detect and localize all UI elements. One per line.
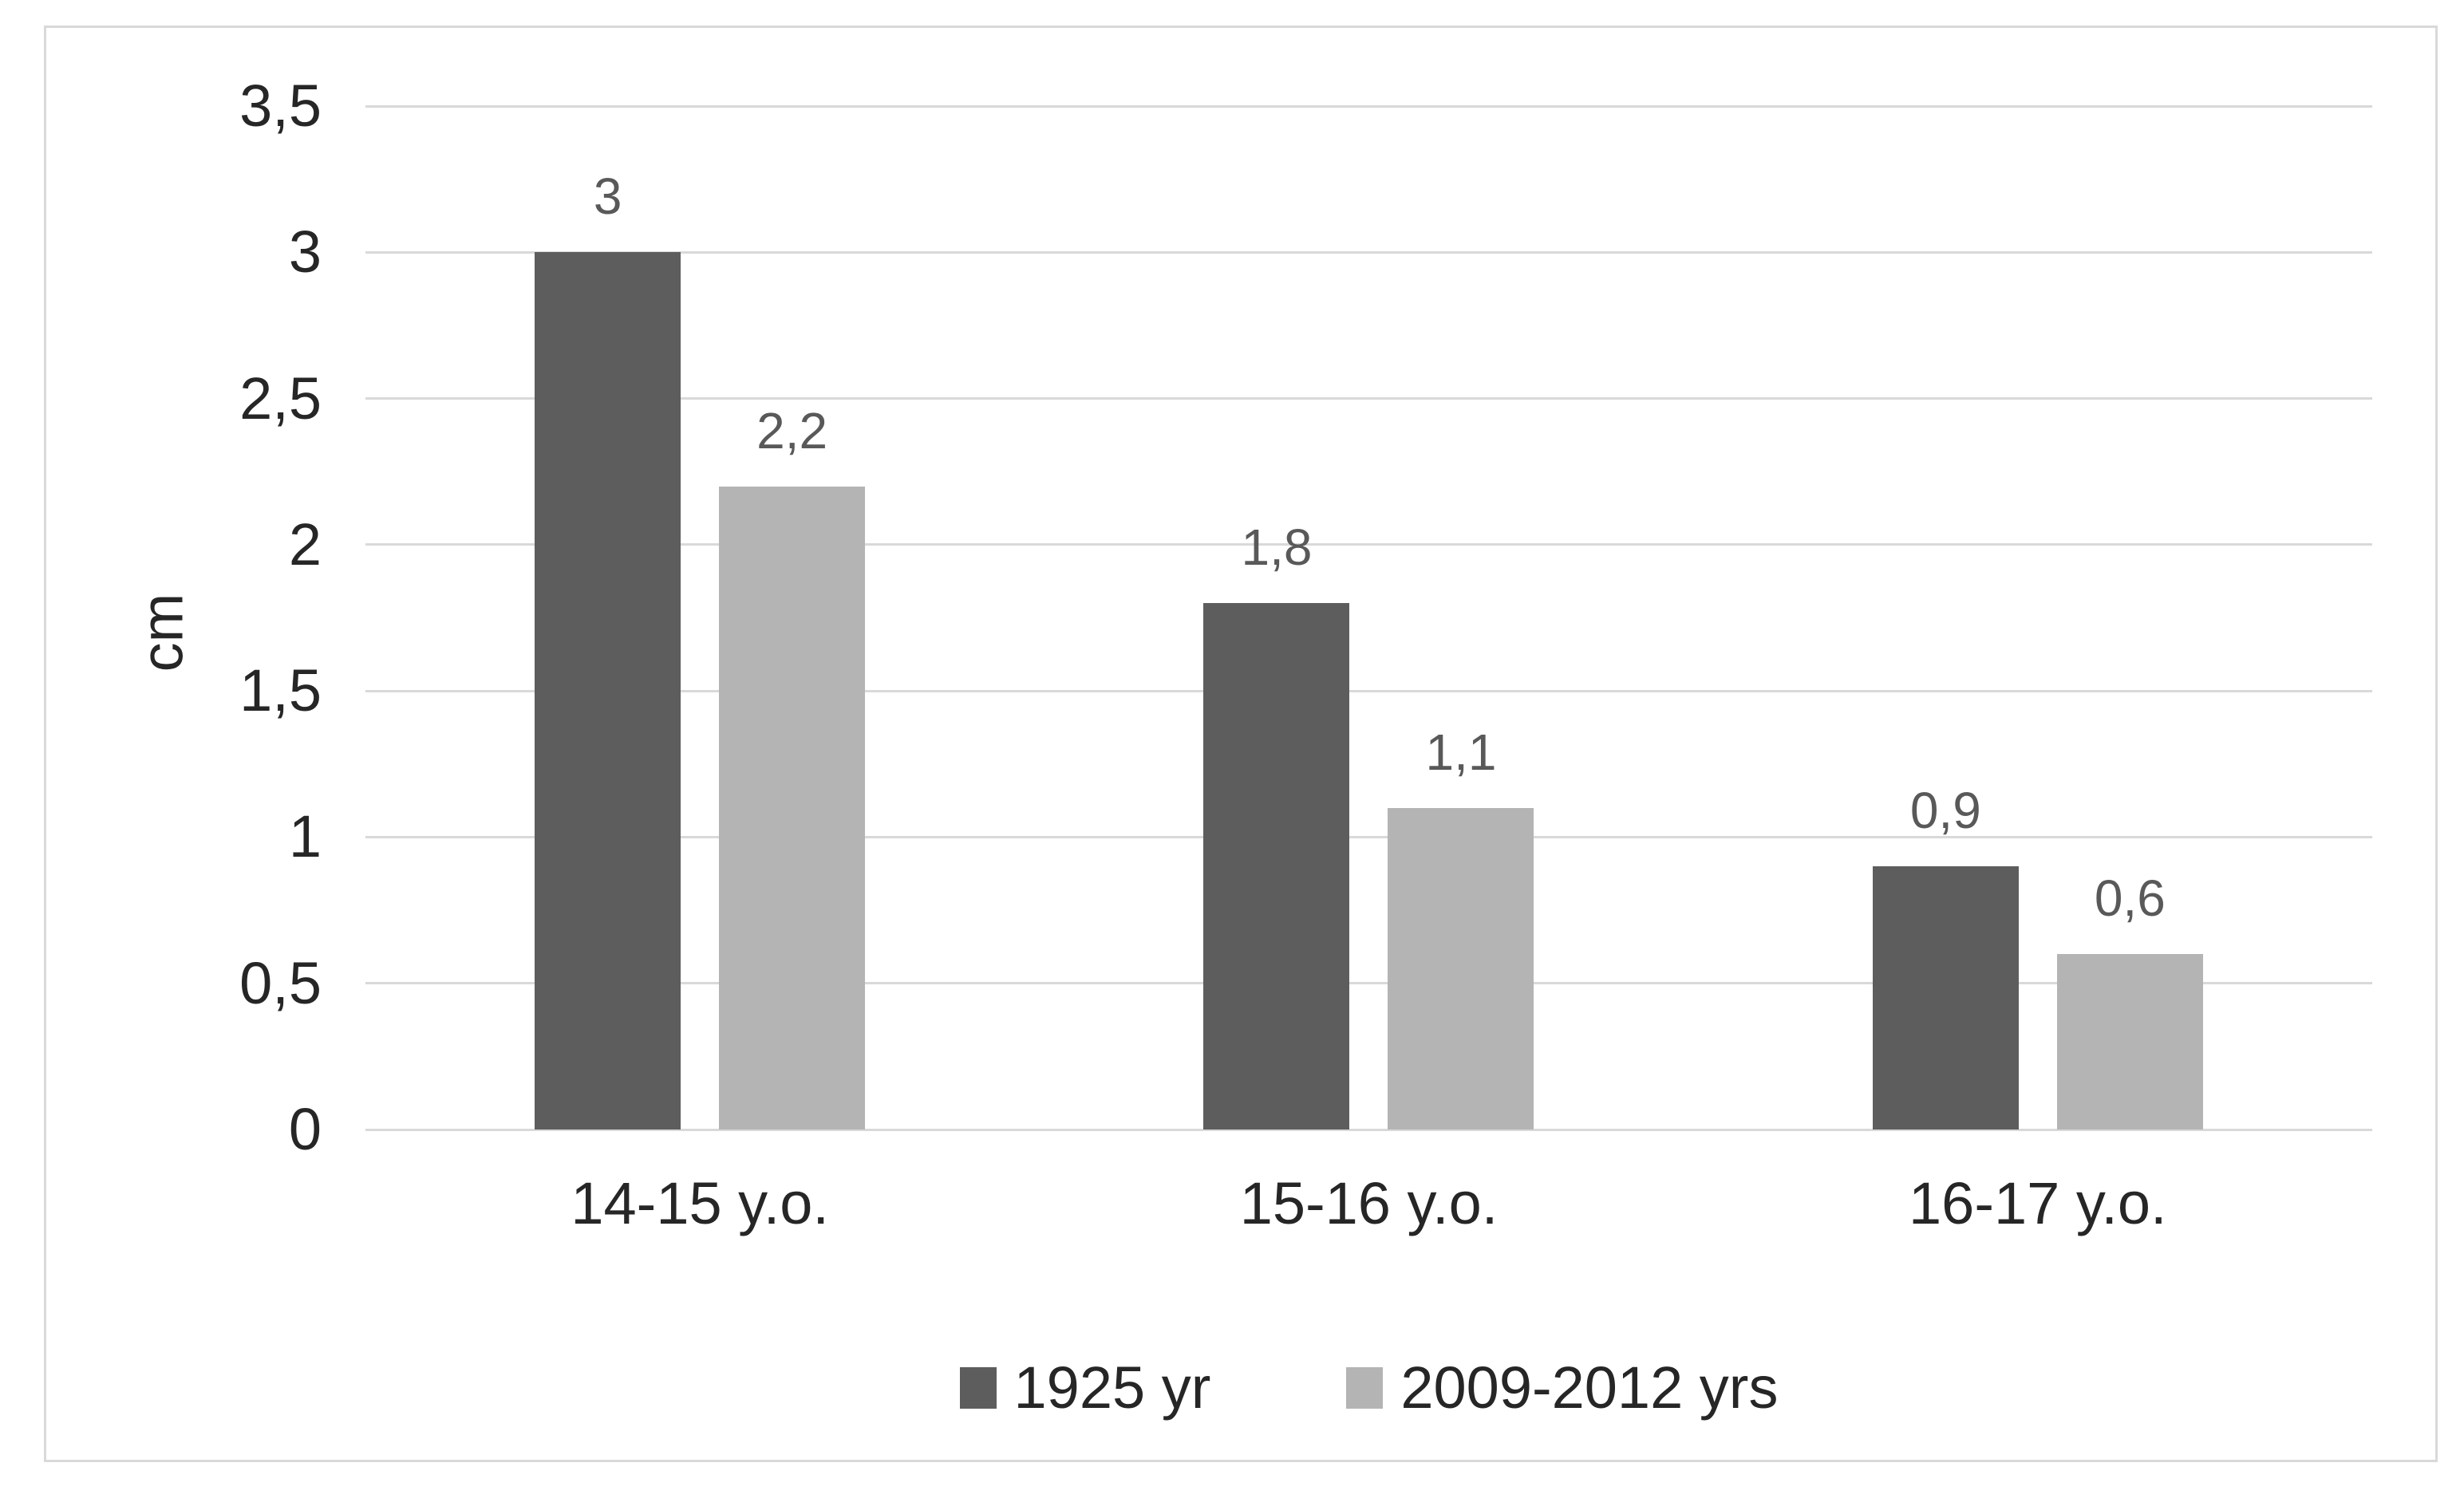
- bar-value-label: 0,6: [2094, 869, 2166, 927]
- bar-with-label: 2,2: [719, 402, 866, 1130]
- bar-1925-yr: [1203, 603, 1350, 1130]
- gridline-3: [365, 250, 2372, 254]
- x-category-label: 16-17 y.o.: [1909, 1170, 2167, 1236]
- bar-1925-yr: [535, 252, 681, 1130]
- bar-2009-2012-yrs: [2056, 954, 2203, 1130]
- legend-item-2009-2012-yrs: 2009-2012 yrs: [1346, 1358, 1778, 1417]
- bar-with-label: 1,8: [1203, 518, 1350, 1130]
- bar-with-label: 0,6: [2056, 869, 2203, 1130]
- y-tick-label: 3: [288, 219, 322, 286]
- y-tick-label: 0: [288, 1096, 322, 1162]
- bar-group-3: 0,9 0,6: [1704, 106, 2372, 1130]
- chart-frame: cm 0 0,5 1 1,5 2 2,5 3 3,5 3 2,2 1,8 1,1 0,9 0,6 14-…: [44, 26, 2438, 1462]
- legend-swatch-icon: [959, 1367, 997, 1409]
- x-axis-category-labels: 14-15 y.o. 15-16 y.o. 16-17 y.o.: [365, 1169, 2372, 1237]
- y-tick-label: 1,5: [239, 657, 322, 724]
- bar-2009-2012-yrs: [1388, 808, 1534, 1130]
- x-category-label: 14-15 y.o.: [571, 1170, 829, 1236]
- bar-value-label: 1,1: [1425, 723, 1497, 781]
- gridline-2: [365, 543, 2372, 546]
- gridline-0,5: [365, 982, 2372, 985]
- plot-area: 3 2,2 1,8 1,1 0,9 0,6: [365, 104, 2372, 1131]
- y-axis-tick-labels: 0 0,5 1 1,5 2 2,5 3 3,5: [46, 77, 322, 1159]
- gridline-2,5: [365, 397, 2372, 400]
- legend-series-label: 1925 yr: [1013, 1354, 1211, 1421]
- bar-value-label: 1,8: [1241, 518, 1313, 576]
- legend-item-1925-yr: 1925 yr: [959, 1354, 1211, 1421]
- gridline-1: [365, 835, 2372, 838]
- gridline-1,5: [365, 689, 2372, 692]
- bar-2009-2012-yrs: [719, 487, 866, 1130]
- gridline-3,5: [365, 104, 2372, 108]
- bar-with-label: 0,9: [1872, 782, 2019, 1130]
- bar-with-label: 3: [535, 171, 681, 1130]
- legend: 1925 yr 2009-2012 yrs: [365, 1358, 2372, 1417]
- y-tick-label: 2: [288, 511, 322, 578]
- y-tick-label: 3,5: [239, 73, 322, 139]
- bar-value-label: 0,9: [1909, 782, 1981, 839]
- bar-value-label: 3: [593, 168, 622, 225]
- y-tick-label: 2,5: [239, 365, 322, 432]
- y-tick-label: 0,5: [239, 949, 322, 1016]
- bar-with-label: 1,1: [1388, 727, 1534, 1130]
- legend-series-label: 2009-2012 yrs: [1400, 1354, 1779, 1421]
- bar-group-1: 3 2,2: [365, 106, 1034, 1130]
- bar-group-2: 1,8 1,1: [1034, 106, 1703, 1130]
- gridline-0: [365, 1128, 2372, 1131]
- legend-swatch-icon: [1346, 1367, 1384, 1409]
- bar-value-label: 2,2: [756, 402, 828, 459]
- x-category-label: 15-16 y.o.: [1239, 1170, 1499, 1236]
- bars-layer: 3 2,2 1,8 1,1 0,9 0,6: [365, 106, 2372, 1130]
- y-tick-label: 1: [288, 803, 322, 870]
- bar-1925-yr: [1872, 866, 2019, 1130]
